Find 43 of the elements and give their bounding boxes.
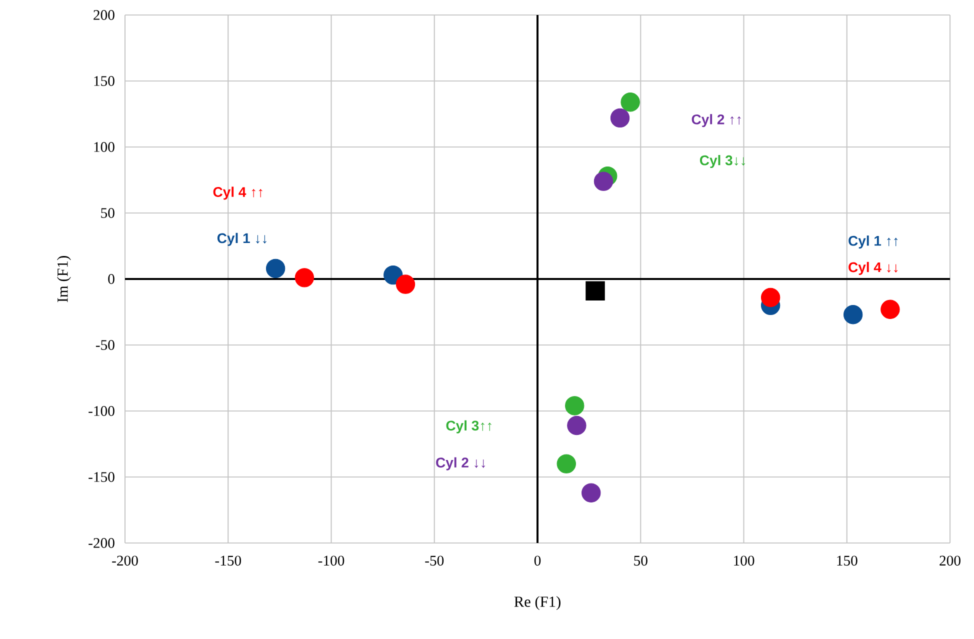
x-axis-title: Re (F1) xyxy=(514,596,560,610)
x-tick-label: -200 xyxy=(112,556,138,566)
y-tick-label: -200 xyxy=(88,538,114,548)
point xyxy=(396,274,416,294)
annotation: Cyl 4 ↑↑ xyxy=(213,186,262,200)
point xyxy=(567,416,586,436)
point xyxy=(582,483,601,502)
point xyxy=(610,108,630,128)
point xyxy=(556,454,576,474)
point xyxy=(760,288,780,308)
y-tick-label: 200 xyxy=(94,10,114,20)
annotation: Cyl 2 ↓↓ xyxy=(436,457,485,470)
y-axis-title: Im (F1) xyxy=(57,256,71,302)
y-tick-label: 0 xyxy=(108,274,114,284)
point xyxy=(880,300,900,319)
annotation: Cyl 1 ↓↓ xyxy=(217,232,266,246)
point xyxy=(594,172,614,191)
point xyxy=(620,92,640,112)
y-tick-label: -150 xyxy=(88,472,114,482)
annotation: Cyl 3↓↓ xyxy=(700,154,745,168)
x-tick-label: -50 xyxy=(425,556,444,566)
point xyxy=(294,268,314,288)
y-tick-label: 100 xyxy=(94,142,114,152)
point xyxy=(565,396,584,416)
point xyxy=(843,305,863,324)
y-tick-label: -100 xyxy=(88,406,114,416)
x-tick-label: 100 xyxy=(734,556,754,566)
annotation: Cyl 3↑↑ xyxy=(446,420,492,434)
x-tick-label: 200 xyxy=(940,556,960,566)
y-tick-label: 50 xyxy=(101,208,114,218)
annotation: Cyl 1 ↑↑ xyxy=(848,236,898,249)
annotation: Cyl 2 ↑↑ xyxy=(692,114,741,128)
x-tick-label: 150 xyxy=(837,556,858,566)
x-tick-label: 0 xyxy=(534,556,541,566)
annotation: Cyl 4 ↓↓ xyxy=(848,262,898,275)
x-tick-label: -150 xyxy=(215,556,242,566)
y-tick-label: -50 xyxy=(96,340,114,350)
point xyxy=(384,265,403,285)
x-tick-label: -100 xyxy=(318,556,344,566)
point xyxy=(266,258,286,278)
x-tick-label: 50 xyxy=(634,556,648,566)
y-tick-label: 150 xyxy=(94,76,114,86)
point xyxy=(586,281,605,300)
